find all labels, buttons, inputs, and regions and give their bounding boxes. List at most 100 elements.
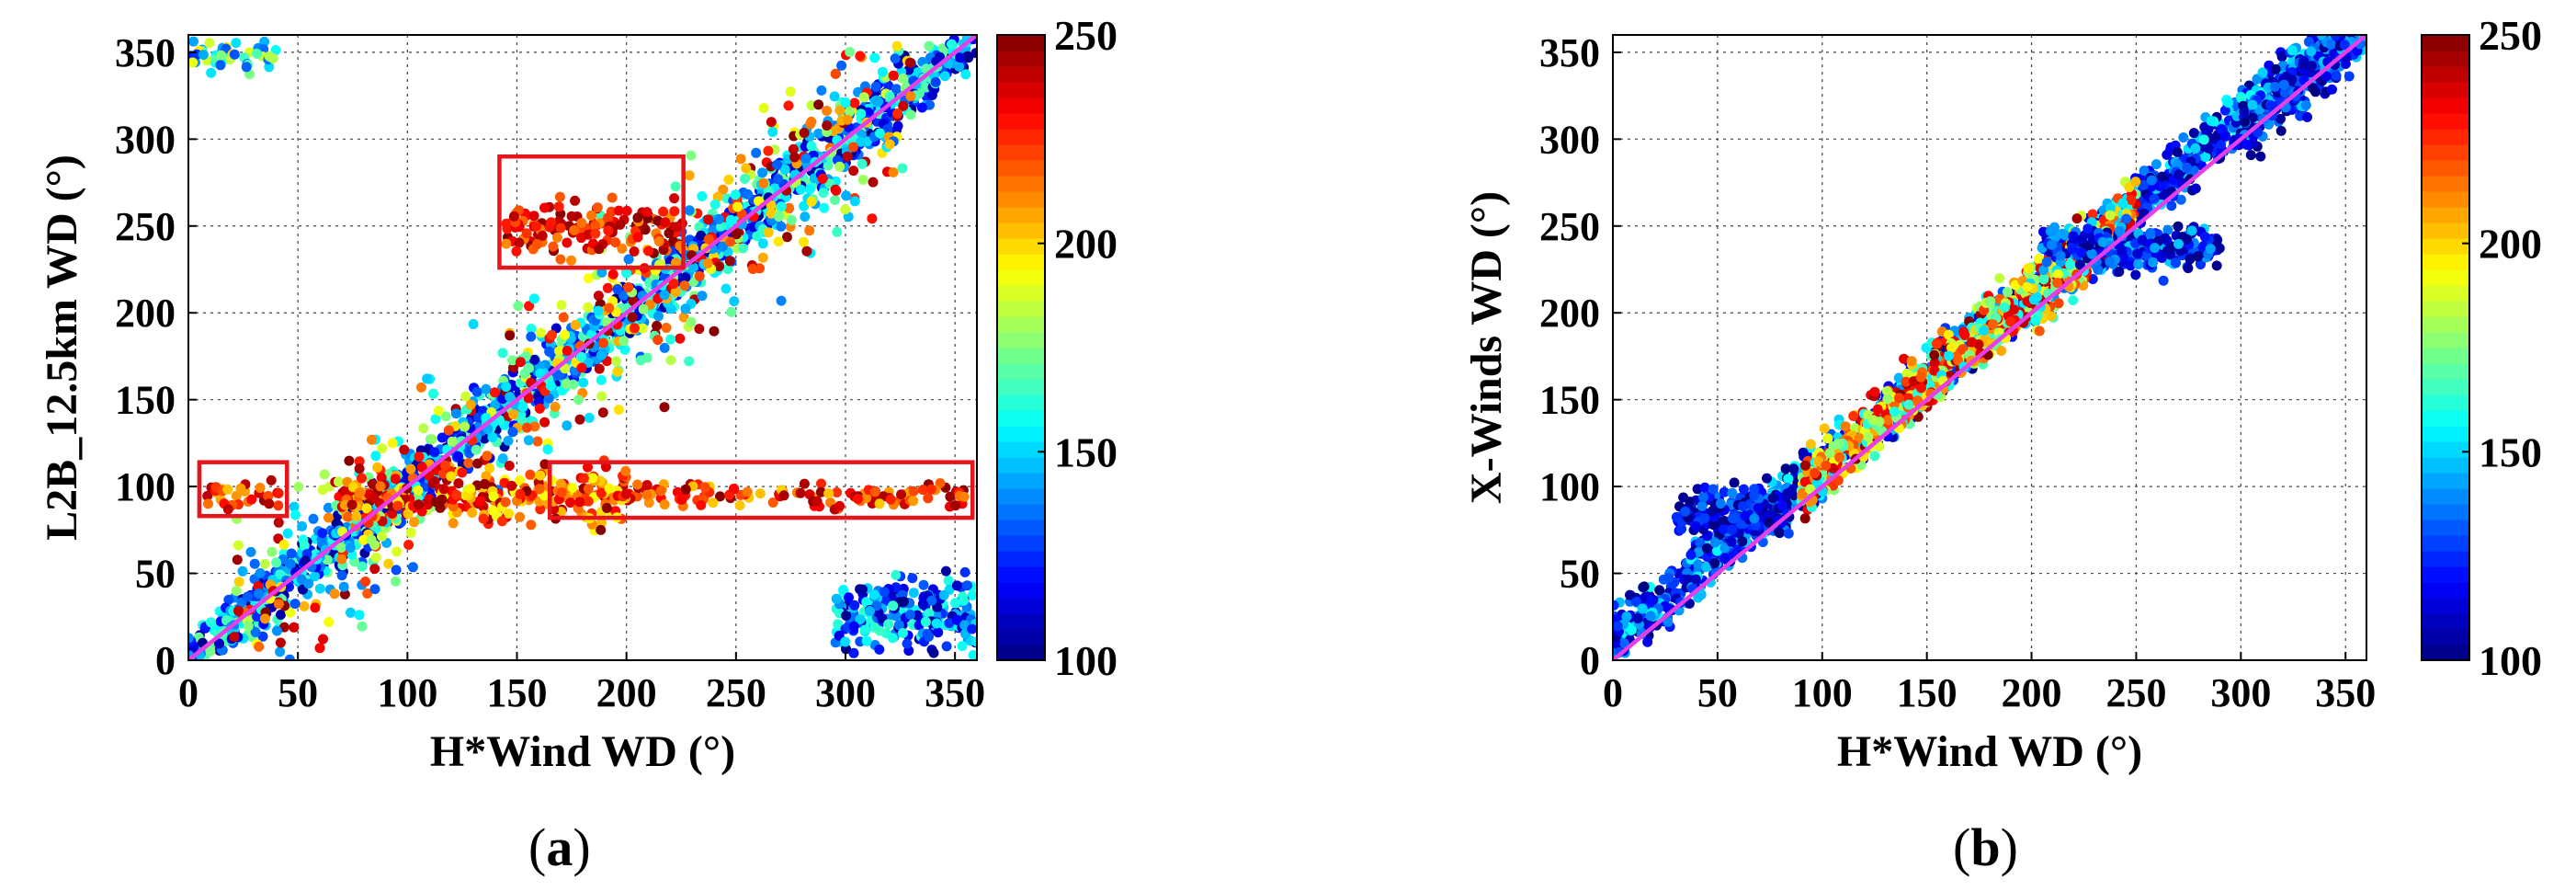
data-point <box>857 175 868 185</box>
data-point <box>849 97 860 109</box>
data-point <box>715 491 725 502</box>
data-point <box>902 638 913 649</box>
data-point <box>460 421 471 432</box>
data-point <box>849 600 860 611</box>
data-point <box>2157 171 2168 182</box>
data-point <box>1637 603 1648 614</box>
data-point <box>598 337 608 348</box>
data-point <box>741 163 752 174</box>
colorbar-band <box>997 504 1045 520</box>
data-point <box>532 436 543 447</box>
data-point <box>725 236 736 247</box>
data-point <box>550 402 561 412</box>
x-axis-label: H*Wind WD (°) <box>430 727 735 776</box>
data-point <box>583 484 594 495</box>
data-point <box>799 200 810 211</box>
data-point <box>653 236 664 246</box>
data-point <box>816 85 827 96</box>
data-point <box>664 228 675 239</box>
data-point <box>714 261 725 272</box>
data-point <box>323 502 334 513</box>
data-point <box>529 354 539 365</box>
data-point <box>1848 411 1859 421</box>
data-point <box>245 546 256 557</box>
data-point <box>508 211 519 222</box>
data-point <box>536 327 547 338</box>
data-point <box>874 498 885 509</box>
data-point <box>629 323 640 334</box>
data-point <box>643 246 653 257</box>
data-point <box>387 438 398 449</box>
data-point <box>884 139 895 150</box>
data-point <box>917 485 928 496</box>
data-point <box>637 323 648 334</box>
data-point <box>960 69 971 80</box>
data-point <box>231 586 242 596</box>
data-point <box>847 142 858 153</box>
data-point <box>684 356 695 367</box>
data-point <box>375 481 386 492</box>
data-point <box>497 453 508 464</box>
data-point <box>437 432 448 443</box>
data-point <box>222 484 233 495</box>
data-point <box>885 494 896 505</box>
colorbar-band <box>997 144 1045 161</box>
data-point <box>482 451 493 462</box>
data-point <box>524 301 535 312</box>
data-point <box>542 444 553 455</box>
colorbar-band <box>997 613 1045 630</box>
data-point <box>2216 123 2227 134</box>
y-tick-label: 100 <box>115 464 176 509</box>
data-point <box>856 109 867 120</box>
data-point <box>758 177 769 188</box>
data-point <box>299 540 310 551</box>
data-point <box>687 262 698 273</box>
data-point <box>959 595 969 606</box>
data-point <box>429 447 440 458</box>
data-point <box>448 518 459 529</box>
data-point <box>1762 473 1772 484</box>
data-point <box>275 637 286 648</box>
data-point <box>544 346 555 357</box>
data-point <box>214 638 224 649</box>
data-point <box>508 409 519 420</box>
data-point <box>271 625 282 636</box>
data-point <box>618 290 630 301</box>
data-point <box>484 463 495 474</box>
data-point <box>908 485 919 497</box>
data-point <box>507 427 518 438</box>
data-point <box>697 191 708 201</box>
data-point <box>583 496 594 507</box>
data-point <box>578 473 589 484</box>
data-point <box>967 590 977 600</box>
data-point <box>573 394 584 406</box>
data-point <box>235 483 246 494</box>
data-point <box>604 483 615 494</box>
data-point <box>840 97 851 108</box>
data-point <box>354 456 365 467</box>
data-point <box>528 211 539 222</box>
data-point <box>422 373 433 384</box>
data-point <box>730 189 741 200</box>
data-point <box>231 490 242 501</box>
data-point <box>758 103 769 113</box>
data-point <box>713 213 724 224</box>
data-point <box>680 272 691 283</box>
data-point <box>569 224 580 235</box>
data-point <box>576 218 587 228</box>
data-point <box>515 357 526 368</box>
data-point <box>504 461 515 471</box>
data-point <box>253 581 264 592</box>
data-point <box>310 571 320 582</box>
data-point <box>418 423 429 434</box>
data-point <box>643 497 654 508</box>
data-point <box>357 473 367 484</box>
data-point <box>2150 159 2162 170</box>
data-point <box>613 405 624 416</box>
data-point <box>933 627 944 638</box>
data-point <box>562 237 573 248</box>
data-point <box>891 40 902 51</box>
data-point <box>836 60 847 71</box>
data-point <box>1654 585 1665 596</box>
data-point <box>959 491 970 502</box>
